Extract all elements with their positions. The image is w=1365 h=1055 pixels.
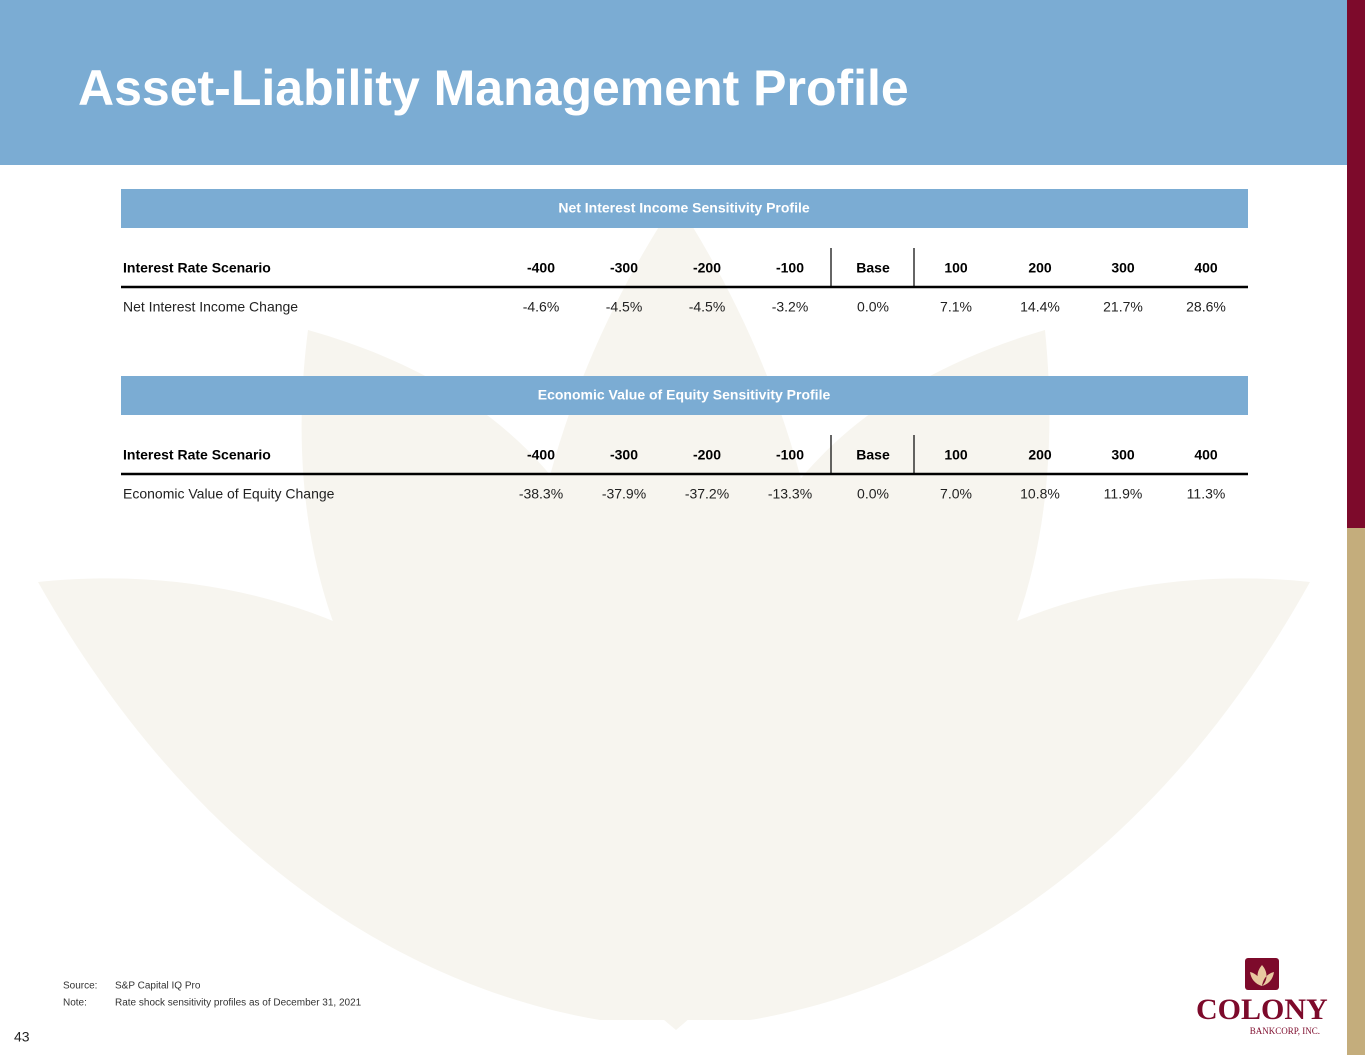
header-band [0,0,1347,165]
column-header: 200 [1028,447,1052,463]
column-header: 400 [1194,260,1218,276]
table-title: Economic Value of Equity Sensitivity Pro… [538,387,831,403]
table-cell: -3.2% [772,299,809,315]
logo-subtitle: BANKCORP, INC. [1250,1026,1320,1036]
column-header: 100 [944,260,968,276]
table-cell: 0.0% [857,486,889,502]
petal [38,578,680,1020]
column-header: 200 [1028,260,1052,276]
column-header: Interest Rate Scenario [123,260,271,276]
note-label: Note: [63,998,87,1009]
note: Rate shock sensitivity profiles as of De… [115,998,362,1009]
table-cell: 7.0% [940,486,972,502]
logo-name: COLONY [1196,993,1328,1026]
logo-lotus [1250,965,1274,986]
column-header: -400 [527,447,555,463]
table-cell: 10.8% [1020,486,1060,502]
column-header: -100 [776,447,804,463]
column-header: -400 [527,260,555,276]
source: S&P Capital IQ Pro [115,981,201,992]
table-title-bar [121,189,1248,228]
table-cell: -4.6% [523,299,560,315]
source-label: Source: [63,981,97,992]
column-header: 400 [1194,447,1218,463]
table-cell: -4.5% [689,299,726,315]
column-header: -200 [693,260,721,276]
table-cell: 21.7% [1103,299,1143,315]
column-header: 100 [944,447,968,463]
column-header: Base [856,447,890,463]
table-cell: 7.1% [940,299,972,315]
table-cell: 11.9% [1104,486,1143,502]
petal [670,578,1310,1020]
table-cell: Economic Value of Equity Change [123,486,335,502]
table-cell: 0.0% [857,299,889,315]
table-cell: -38.3% [519,486,563,502]
column-header: -300 [610,447,638,463]
page-number: 43 [14,1029,30,1045]
column-header: -100 [776,260,804,276]
table-cell: -4.5% [606,299,643,315]
lotus-watermark [38,200,1310,1030]
side-bar-top [1347,0,1365,528]
column-header: -200 [693,447,721,463]
table-title-bar [121,376,1248,415]
column-header: Interest Rate Scenario [123,447,271,463]
tables: Net Interest Income Sensitivity Profile I… [121,189,1248,502]
table-cell: 14.4% [1020,299,1060,315]
table-cell: Net Interest Income Change [123,299,298,315]
column-header: Base [856,260,890,276]
table-cell: 28.6% [1186,299,1226,315]
column-header: 300 [1111,447,1135,463]
column-header: 300 [1111,260,1135,276]
table-cell: -13.3% [768,486,812,502]
side-bar-bottom [1347,528,1365,1055]
table-cell: 11.3% [1187,486,1226,502]
table-cell: -37.2% [685,486,729,502]
table-title: Net Interest Income Sensitivity Profile [558,200,810,216]
title: Asset-Liability Management Profile [78,60,909,116]
table-cell: -37.9% [602,486,646,502]
column-header: -300 [610,260,638,276]
